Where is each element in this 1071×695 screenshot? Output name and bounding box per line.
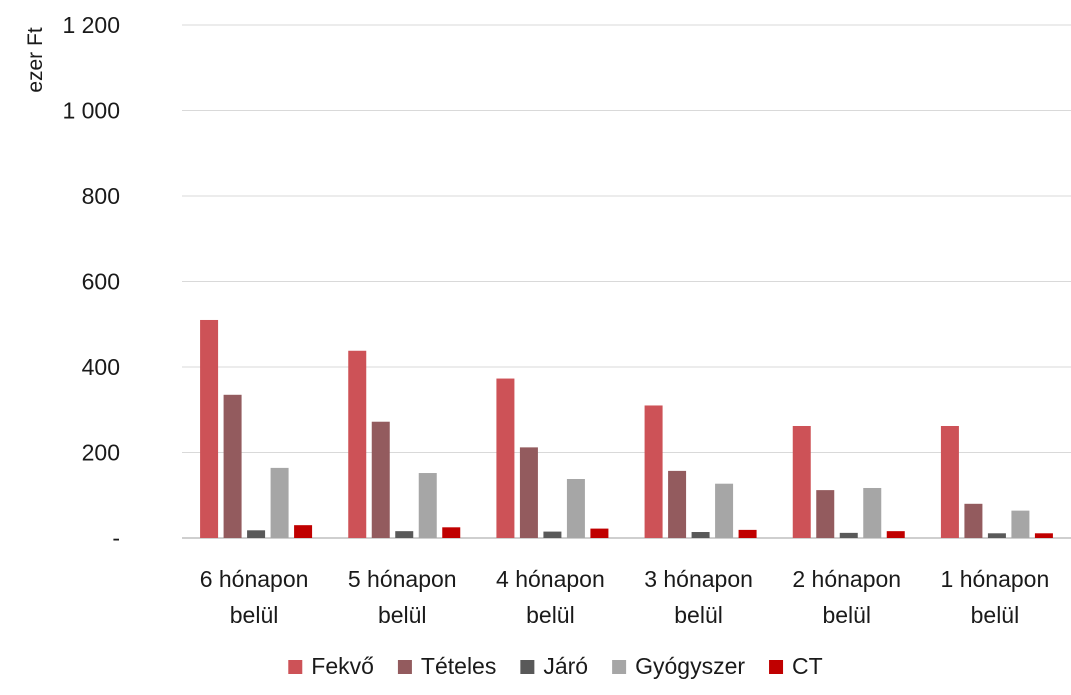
bars <box>200 319 1053 538</box>
bar-fekvő <box>792 425 811 538</box>
bar-tételes <box>519 447 538 538</box>
x-category-label: 5 hónapon <box>348 566 457 592</box>
legend-label: Járó <box>543 653 588 679</box>
bar-tételes <box>371 421 390 538</box>
x-category-label: belül <box>378 602 427 628</box>
y-tick-label: 800 <box>82 183 120 209</box>
legend-swatch <box>769 660 784 674</box>
bar-tételes <box>816 490 835 538</box>
x-category-label: belül <box>526 602 575 628</box>
bar-gyógyszer <box>566 479 585 538</box>
bar-gyógyszer <box>270 467 289 538</box>
bar-gyógyszer <box>715 483 734 538</box>
bar-fekvő <box>644 405 663 538</box>
bar-ct <box>886 531 905 538</box>
y-tick-label: 1 200 <box>62 12 120 38</box>
bar-gyógyszer <box>863 487 882 538</box>
x-category-label: 1 hónapon <box>941 566 1050 592</box>
x-category-label: 6 hónapon <box>200 566 309 592</box>
bar-ct <box>1034 533 1053 538</box>
bar-járó <box>691 532 710 538</box>
x-category-label: belül <box>674 602 723 628</box>
legend-label: Gyógyszer <box>635 653 745 679</box>
legend: Fekvő Tételes Járó Gyógyszer CT <box>288 653 823 679</box>
y-tick-label: - <box>112 525 120 551</box>
bar-ct <box>294 525 313 538</box>
legend-label: CT <box>792 653 823 679</box>
legend-swatch <box>520 660 535 674</box>
y-axis-ticks: - 200 400 600 800 1 000 1 200 <box>62 12 120 551</box>
y-tick-label: 1 000 <box>62 98 120 124</box>
bar-járó <box>247 530 266 538</box>
bar-ct <box>442 527 461 538</box>
legend-swatch <box>612 660 627 674</box>
legend-swatch <box>288 660 303 674</box>
gridlines <box>182 24 1071 539</box>
bar-ct <box>590 528 609 538</box>
y-tick-label: 200 <box>82 440 120 466</box>
legend-label: Tételes <box>421 653 496 679</box>
bar-tételes <box>668 470 687 538</box>
x-category-label: belül <box>971 602 1020 628</box>
bar-járó <box>543 531 562 538</box>
bar-gyógyszer <box>418 473 437 538</box>
x-axis-categories: 6 hónapon belül 5 hónapon belül 4 hónapon bel… <box>200 566 1050 628</box>
x-category-label: 3 hónapon <box>644 566 753 592</box>
legend-swatch <box>397 660 412 674</box>
bar-járó <box>987 533 1006 538</box>
bar-fekvő <box>940 425 959 538</box>
bar-járó <box>839 532 858 538</box>
bar-járó <box>395 531 414 538</box>
x-category-label: belül <box>230 602 279 628</box>
bar-gyógyszer <box>1011 510 1030 538</box>
bar-tételes <box>964 503 983 538</box>
x-category-label: 4 hónapon <box>496 566 605 592</box>
y-tick-label: 600 <box>82 269 120 295</box>
bar-tételes <box>223 394 242 538</box>
x-category-label: 2 hónapon <box>792 566 901 592</box>
x-category-label: belül <box>822 602 871 628</box>
bar-fekvő <box>496 378 515 538</box>
bar-fekvő <box>200 319 219 538</box>
y-tick-label: 400 <box>82 354 120 380</box>
legend-label: Fekvő <box>311 653 374 679</box>
y-axis-label: ezer Ft <box>24 27 47 93</box>
bar-ct <box>738 529 757 538</box>
bar-fekvő <box>348 350 367 538</box>
